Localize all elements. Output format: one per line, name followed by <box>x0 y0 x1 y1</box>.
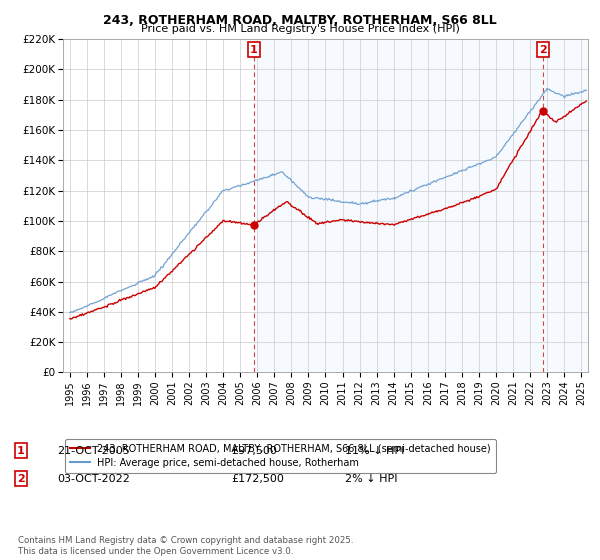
Text: £172,500: £172,500 <box>231 474 284 484</box>
Text: Price paid vs. HM Land Registry's House Price Index (HPI): Price paid vs. HM Land Registry's House … <box>140 24 460 34</box>
Text: 1: 1 <box>250 45 258 55</box>
Text: £97,500: £97,500 <box>231 446 277 456</box>
Text: Contains HM Land Registry data © Crown copyright and database right 2025.
This d: Contains HM Land Registry data © Crown c… <box>18 536 353 556</box>
Text: 1: 1 <box>17 446 25 456</box>
Text: 11% ↓ HPI: 11% ↓ HPI <box>345 446 404 456</box>
Legend: 243, ROTHERHAM ROAD, MALTBY, ROTHERHAM, S66 8LL (semi-detached house), HPI: Aver: 243, ROTHERHAM ROAD, MALTBY, ROTHERHAM, … <box>65 439 496 473</box>
Text: 2: 2 <box>539 45 547 55</box>
Text: 03-OCT-2022: 03-OCT-2022 <box>57 474 130 484</box>
Text: 21-OCT-2005: 21-OCT-2005 <box>57 446 130 456</box>
Text: 243, ROTHERHAM ROAD, MALTBY, ROTHERHAM, S66 8LL: 243, ROTHERHAM ROAD, MALTBY, ROTHERHAM, … <box>103 14 497 27</box>
Text: 2: 2 <box>17 474 25 484</box>
Bar <box>254 39 588 372</box>
Text: 2% ↓ HPI: 2% ↓ HPI <box>345 474 398 484</box>
